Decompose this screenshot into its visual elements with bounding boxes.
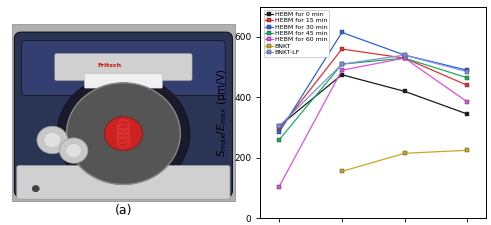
Circle shape — [66, 144, 82, 158]
HEBM for 30 min — [402, 54, 408, 56]
HEBM for 45 min — [276, 138, 282, 141]
BNKT-LF — [276, 125, 282, 127]
Circle shape — [66, 83, 180, 184]
FancyBboxPatch shape — [22, 40, 225, 96]
Line: HEBM for 60 min: HEBM for 60 min — [277, 56, 469, 189]
Text: Fritsch: Fritsch — [97, 63, 121, 68]
BNKT — [402, 152, 408, 155]
FancyBboxPatch shape — [84, 73, 163, 88]
Line: BNKT: BNKT — [340, 148, 469, 173]
BNKT — [464, 149, 470, 152]
BNKT — [339, 170, 345, 173]
HEBM for 30 min — [276, 131, 282, 133]
Line: BNKT-LF: BNKT-LF — [277, 53, 469, 128]
FancyBboxPatch shape — [14, 32, 232, 197]
Line: HEBM for 15 min: HEBM for 15 min — [277, 47, 469, 131]
HEBM for 15 min — [339, 48, 345, 50]
HEBM for 60 min — [464, 101, 470, 103]
HEBM for 60 min — [402, 57, 408, 59]
HEBM for 15 min — [402, 57, 408, 59]
HEBM for 45 min — [464, 76, 470, 79]
HEBM for 0 min — [276, 125, 282, 127]
Circle shape — [57, 74, 190, 193]
HEBM for 15 min — [276, 128, 282, 130]
Circle shape — [44, 133, 61, 148]
Line: HEBM for 45 min: HEBM for 45 min — [277, 56, 469, 142]
Text: (a): (a) — [115, 204, 132, 217]
HEBM for 0 min — [339, 73, 345, 76]
HEBM for 45 min — [339, 63, 345, 65]
Y-axis label: $S_{max}/E_{max}$ (pm/V): $S_{max}/E_{max}$ (pm/V) — [215, 68, 229, 157]
FancyBboxPatch shape — [17, 165, 230, 199]
BNKT-LF — [464, 70, 470, 73]
HEBM for 30 min — [339, 31, 345, 34]
FancyBboxPatch shape — [55, 53, 192, 81]
Circle shape — [37, 126, 68, 154]
HEBM for 45 min — [402, 57, 408, 59]
HEBM for 15 min — [464, 84, 470, 87]
Legend: HEBM for 0 min, HEBM for 15 min, HEBM for 30 min, HEBM for 45 min, HEBM for 60 m: HEBM for 0 min, HEBM for 15 min, HEBM fo… — [264, 10, 329, 57]
HEBM for 30 min — [464, 69, 470, 72]
Circle shape — [105, 117, 142, 151]
BNKT-LF — [402, 54, 408, 56]
HEBM for 0 min — [402, 90, 408, 93]
Circle shape — [32, 185, 39, 192]
BNKT-LF — [339, 63, 345, 65]
HEBM for 0 min — [464, 113, 470, 115]
Circle shape — [59, 138, 88, 163]
HEBM for 60 min — [339, 69, 345, 72]
Line: HEBM for 30 min: HEBM for 30 min — [277, 31, 469, 134]
Line: HEBM for 0 min: HEBM for 0 min — [277, 73, 469, 128]
FancyBboxPatch shape — [12, 24, 235, 201]
HEBM for 60 min — [276, 185, 282, 188]
